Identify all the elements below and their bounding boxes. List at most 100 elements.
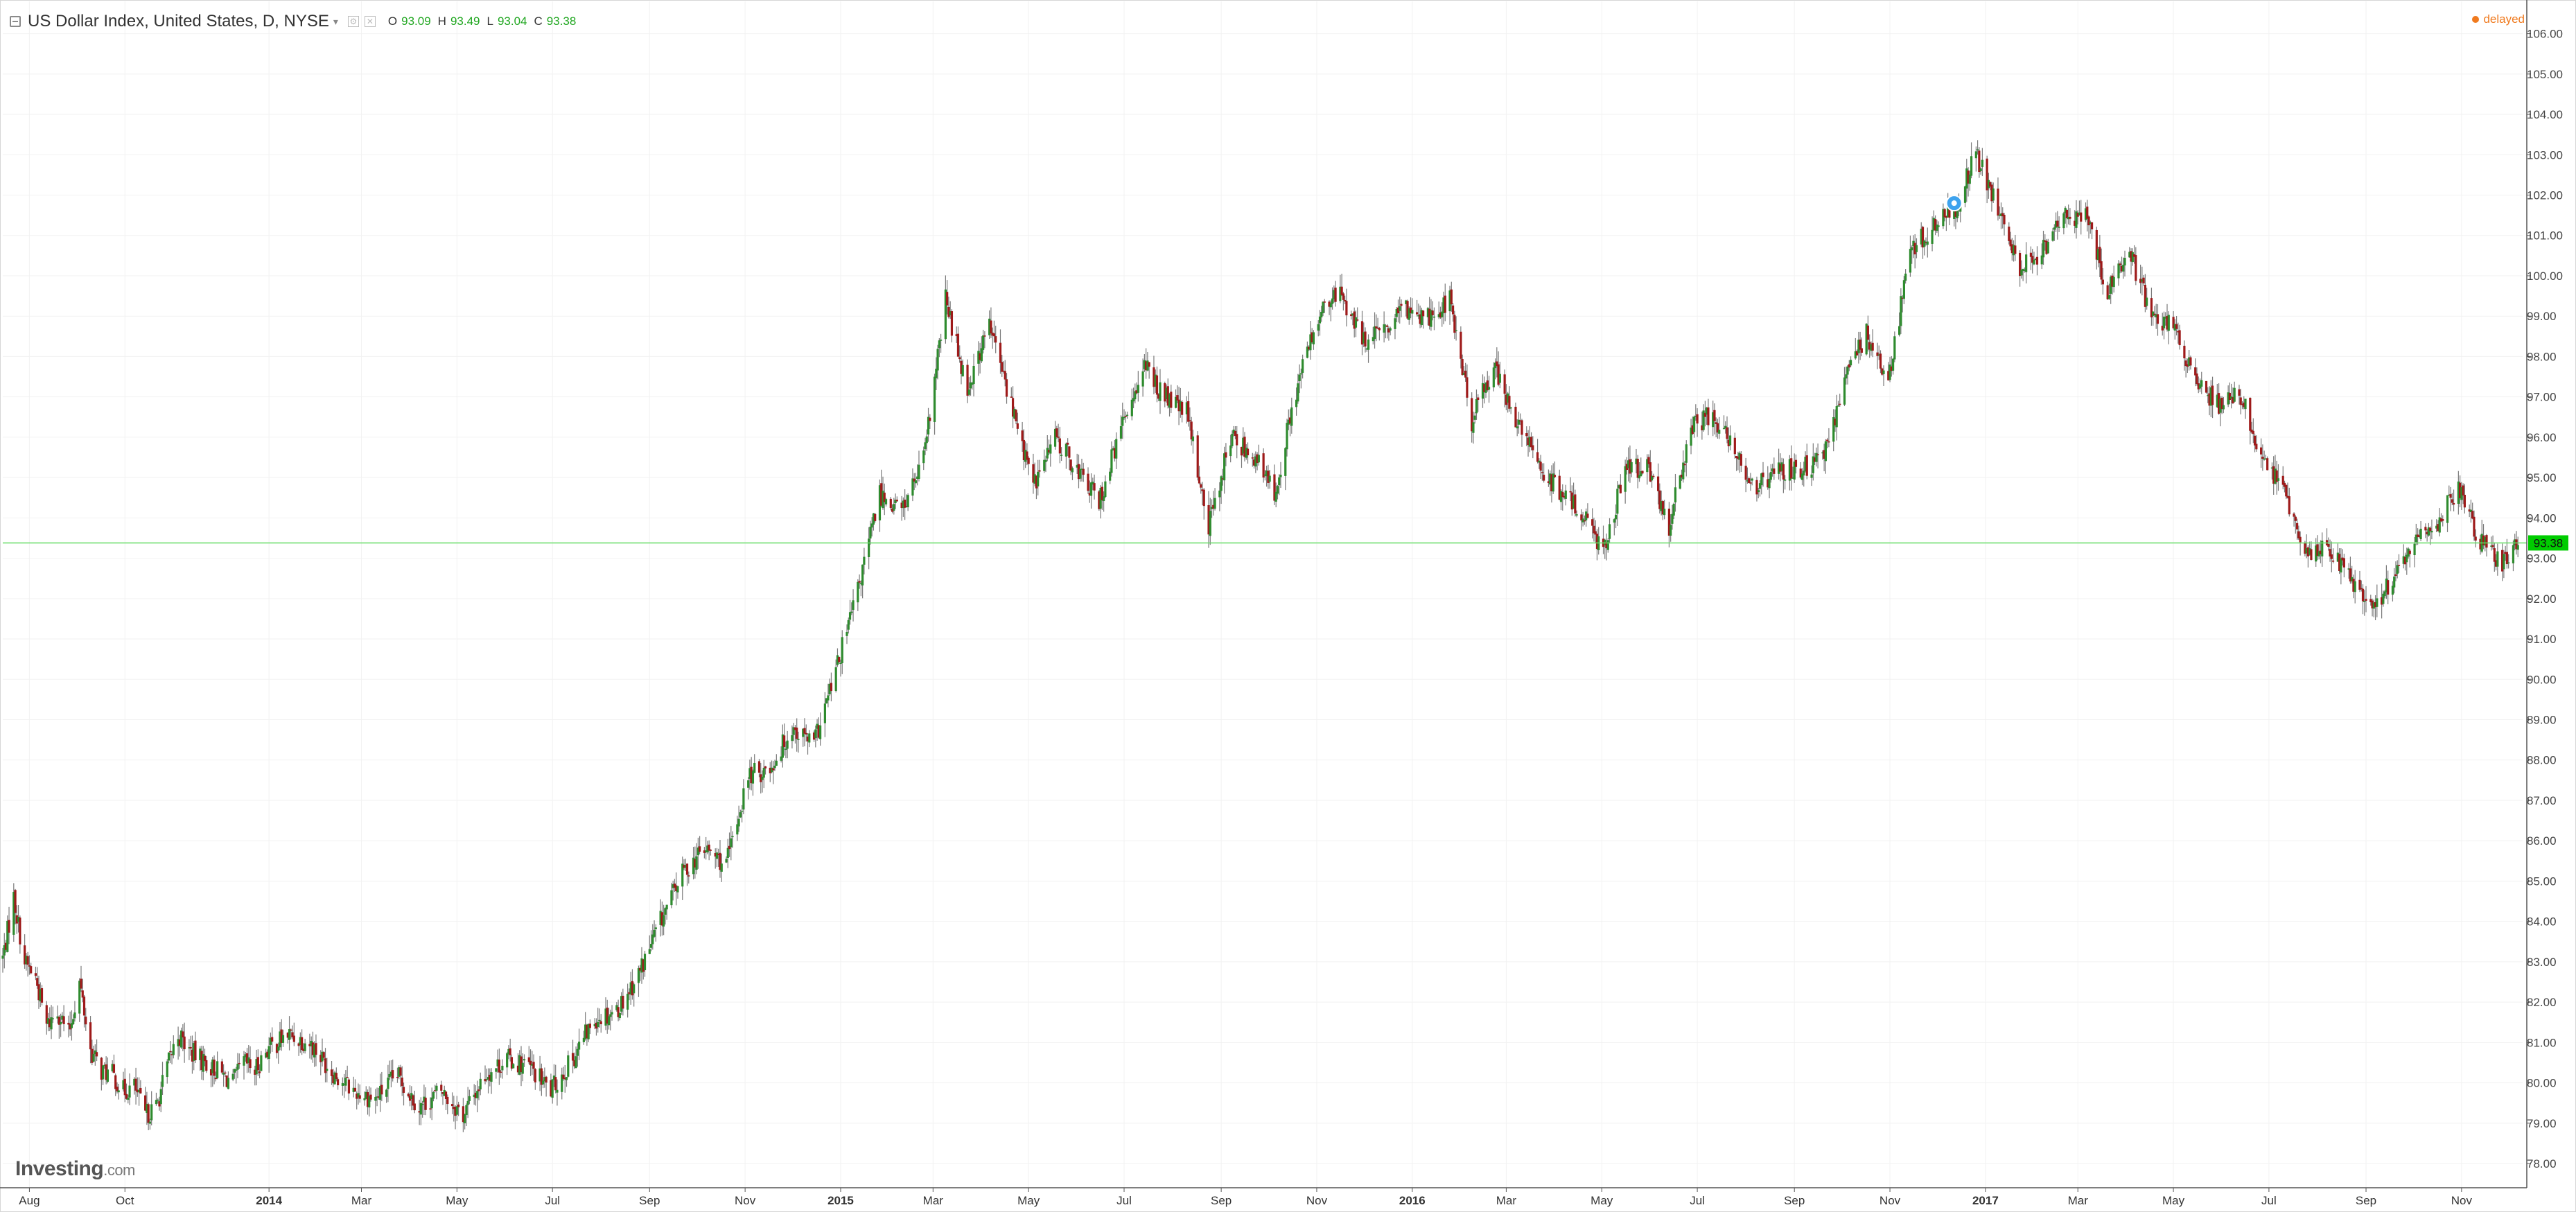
candle-body	[301, 1037, 304, 1051]
candle-body	[2435, 525, 2438, 529]
candle-body	[374, 1096, 377, 1101]
candle-body	[1155, 375, 1159, 395]
candle-body	[1868, 342, 1871, 350]
candle-body	[2330, 554, 2333, 559]
candle-body	[1451, 305, 1455, 315]
candle-body	[966, 365, 969, 396]
candle-body	[1164, 383, 1166, 402]
candle-body	[311, 1042, 315, 1055]
candle-body	[1284, 448, 1287, 476]
candle-body	[1674, 487, 1677, 503]
candle-body	[1569, 491, 1572, 493]
candle-body	[387, 1078, 389, 1089]
candle-body	[1110, 449, 1113, 473]
candle-body	[8, 920, 10, 933]
candle-body	[202, 1054, 204, 1072]
candle-body	[708, 844, 710, 851]
candle-body	[134, 1078, 137, 1091]
chart-title[interactable]: US Dollar Index, United States, D, NYSE	[28, 12, 329, 30]
candle-body	[2200, 380, 2203, 387]
candle-body	[1473, 415, 1476, 420]
y-tick-label: 98.00	[2527, 350, 2557, 363]
candle-body	[1329, 303, 1332, 308]
candle-body	[489, 1074, 491, 1081]
candle-body	[1558, 475, 1561, 500]
collapse-icon[interactable]	[10, 16, 21, 27]
candle-body	[249, 1059, 252, 1069]
settings-icon[interactable]: ⚙	[347, 16, 359, 27]
candle-body	[2365, 599, 2367, 601]
candle-body	[2283, 482, 2286, 487]
candle-body	[148, 1121, 152, 1124]
candle-body	[308, 1044, 311, 1046]
chevron-down-icon[interactable]: ▾	[333, 15, 338, 27]
candle-body	[2252, 430, 2254, 434]
candle-body	[1148, 362, 1150, 367]
candle-body	[2286, 495, 2289, 498]
candle-body	[2184, 360, 2187, 367]
close-icon[interactable]: ✕	[364, 16, 376, 27]
candle-body	[194, 1040, 197, 1061]
candle-body	[1706, 407, 1708, 415]
candle-body	[586, 1024, 588, 1039]
candle-body	[554, 1077, 557, 1091]
candle-body	[155, 1100, 158, 1105]
candle-body	[751, 771, 755, 784]
candle-body	[1581, 518, 1584, 522]
candle-body	[2261, 457, 2264, 459]
candle-body	[2293, 513, 2295, 517]
candle-body	[805, 732, 807, 735]
candle-body	[1618, 485, 1620, 489]
candle-body	[1308, 346, 1311, 350]
candle-body	[466, 1100, 469, 1105]
candle-body	[2449, 494, 2452, 498]
candle-body	[2244, 398, 2247, 410]
candle-body	[520, 1056, 523, 1073]
candle-body	[2250, 429, 2253, 433]
candle-body	[392, 1070, 394, 1079]
candle-body	[1911, 247, 1913, 251]
candle-body	[1432, 316, 1436, 318]
candle-body	[1200, 484, 1202, 488]
candle-body	[1339, 286, 1342, 301]
candle-body	[2003, 214, 2006, 225]
candle-body	[1703, 412, 1706, 417]
candle-body	[2397, 565, 2401, 566]
candle-body	[918, 464, 920, 479]
candle-body	[2197, 383, 2200, 389]
candle-body	[479, 1078, 482, 1090]
candle-body	[225, 1075, 228, 1087]
candle-body	[709, 850, 712, 851]
candle-body	[2069, 216, 2071, 219]
candle-body	[1791, 477, 1794, 479]
candle-body	[1089, 482, 1093, 496]
candle-body	[1077, 464, 1080, 480]
candle-body	[2463, 494, 2466, 508]
candle-body	[2117, 263, 2120, 279]
candle-body	[1213, 498, 1216, 509]
candle-body	[648, 949, 651, 954]
candle-body	[922, 450, 925, 464]
candle-body	[1967, 170, 1970, 184]
candle-body	[1849, 360, 1852, 366]
candle-body	[2438, 517, 2441, 533]
candle-body	[1516, 426, 1518, 429]
candle-body	[573, 1060, 576, 1066]
candle-body	[1033, 474, 1036, 484]
candle-body	[1716, 423, 1719, 433]
candle-body	[128, 1085, 131, 1098]
candle-body	[2424, 527, 2427, 531]
candle-body	[2096, 249, 2100, 261]
candle-body	[747, 780, 750, 788]
candle-body	[139, 1087, 142, 1094]
candle-body	[2260, 447, 2263, 455]
candle-body	[1563, 495, 1566, 498]
candle-body	[2329, 549, 2331, 557]
candle-body	[2336, 552, 2339, 562]
candle-body	[2372, 602, 2375, 609]
candle-body	[28, 965, 31, 967]
candle-body	[1591, 519, 1594, 526]
candle-body	[3, 945, 6, 956]
candle-body	[2277, 478, 2280, 481]
